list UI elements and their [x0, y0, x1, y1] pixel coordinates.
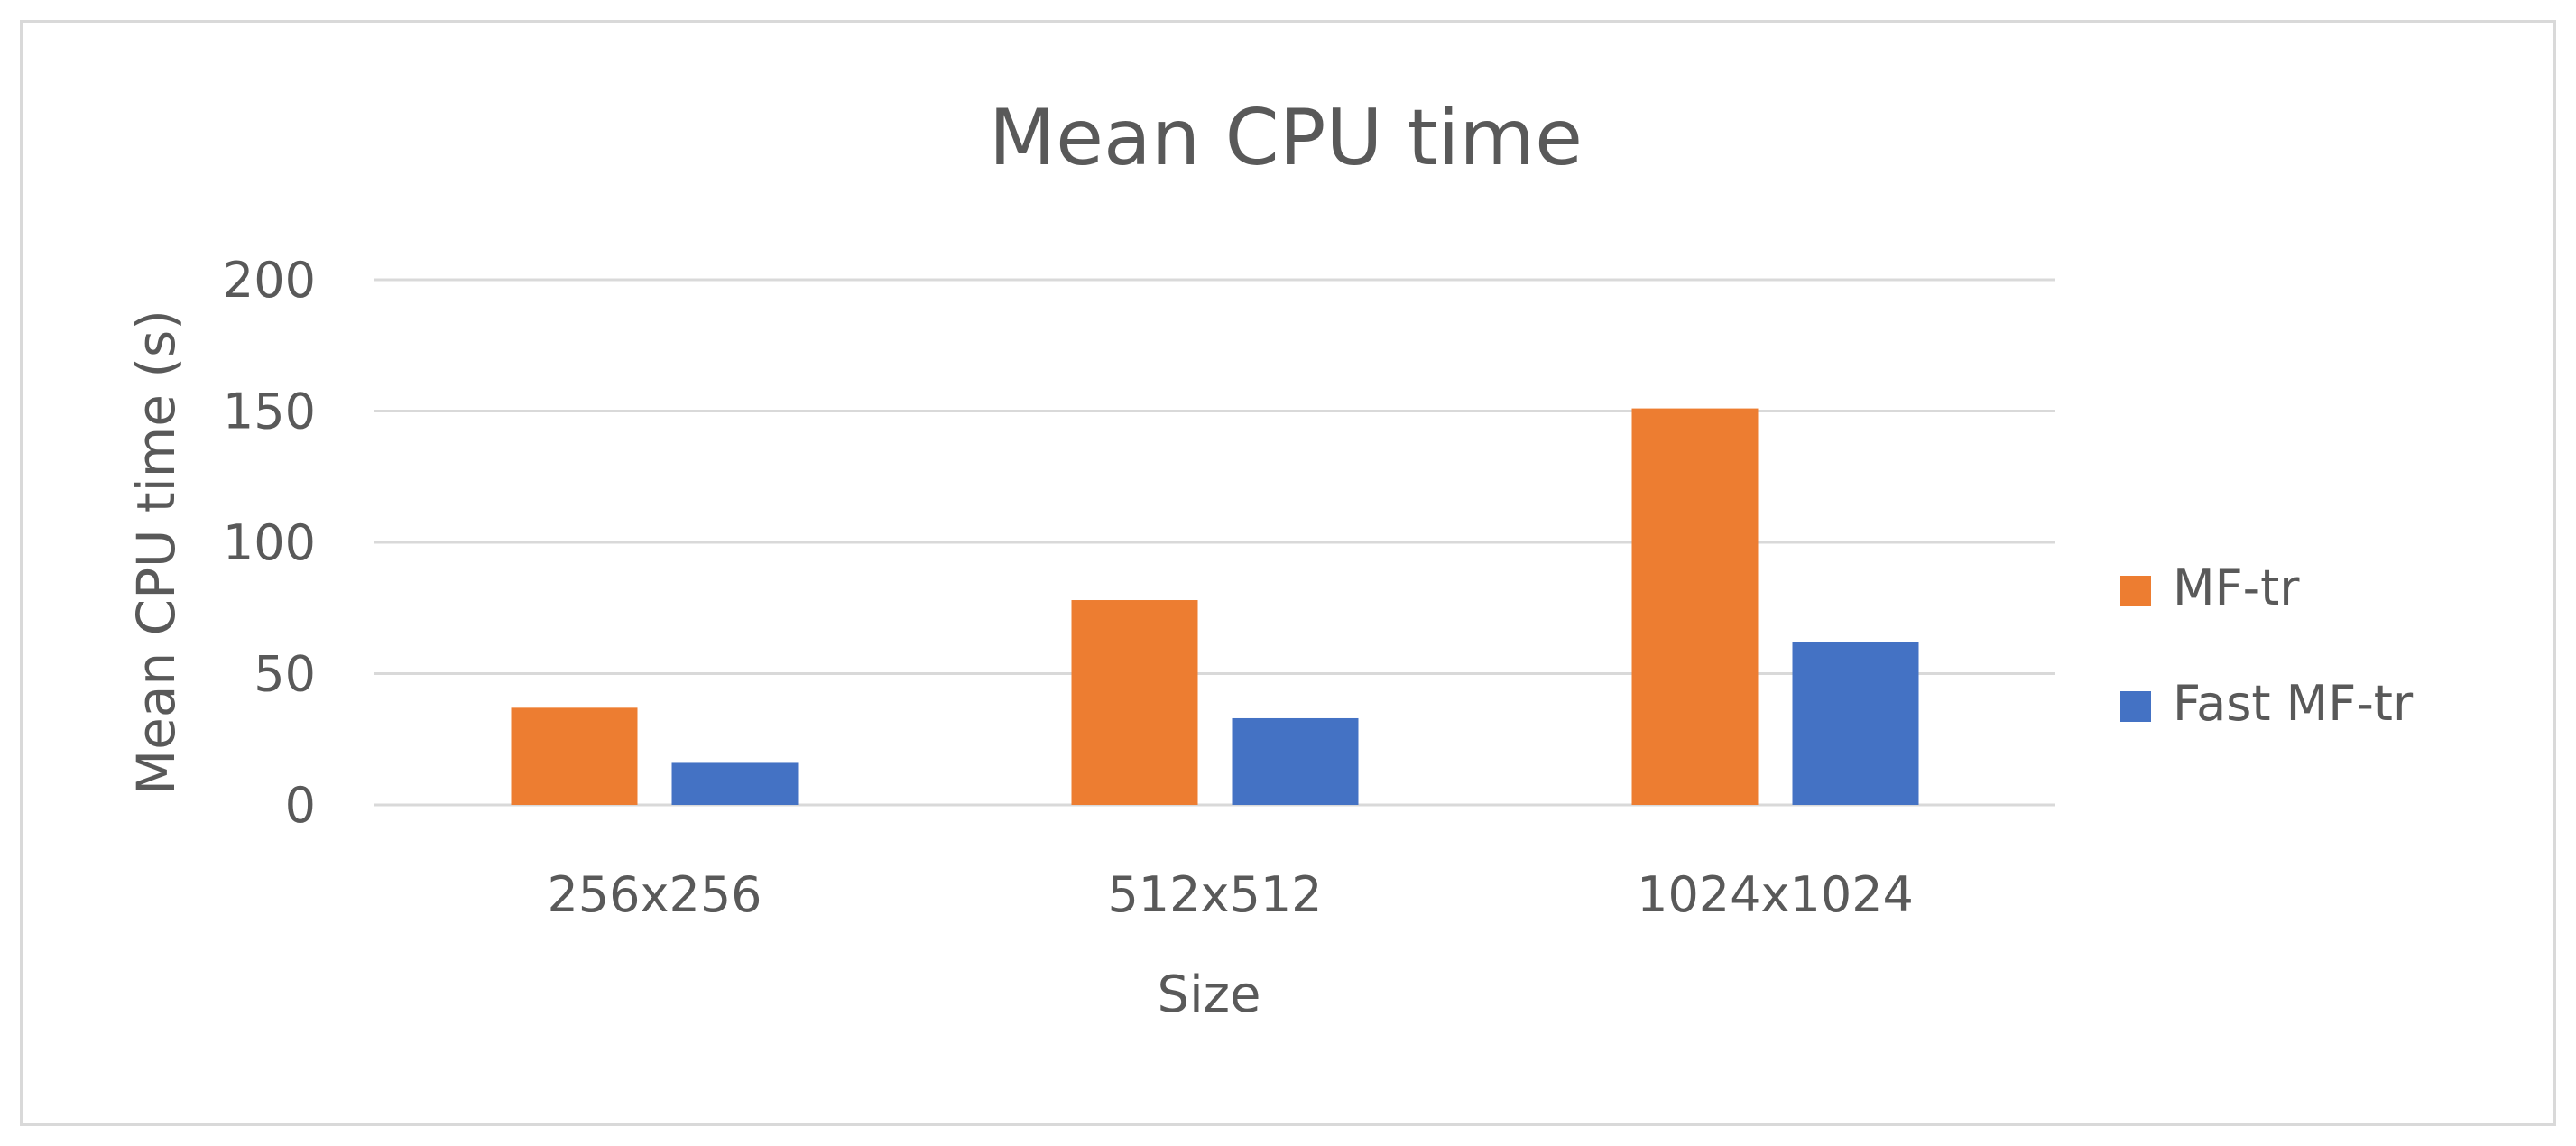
- bar-fast-mf-tr-1024x1024: [1792, 642, 1919, 805]
- bars: [511, 408, 1919, 805]
- chart-title: Mean CPU time: [989, 93, 1583, 183]
- gridlines: [374, 278, 2055, 807]
- legend-label: MF-tr: [2173, 559, 2300, 616]
- bar-mf-tr-256x256: [511, 707, 638, 805]
- x-tick-label: 512x512: [1107, 866, 1322, 923]
- bar-fast-mf-tr-512x512: [1232, 717, 1359, 805]
- y-tick-label: 150: [223, 384, 316, 440]
- x-axis-label: Size: [1158, 966, 1261, 1024]
- legend: MF-tr Fast MF-tr: [2120, 559, 2414, 732]
- chart-frame: [20, 20, 2556, 1126]
- y-tick-label: 100: [223, 514, 316, 571]
- y-axis-ticks: 0 50 100 150 200: [223, 252, 316, 834]
- legend-label: Fast MF-tr: [2173, 675, 2414, 732]
- x-tick-label: 256x256: [547, 866, 762, 923]
- y-tick-label: 0: [285, 777, 316, 834]
- x-axis-ticks: 256x256 512x512 1024x1024: [547, 866, 1913, 923]
- y-axis-label: Mean CPU time (s): [125, 310, 187, 795]
- y-tick-label: 200: [223, 252, 316, 309]
- bar-mf-tr-512x512: [1071, 600, 1198, 805]
- legend-swatch: [2120, 576, 2151, 606]
- y-tick-label: 50: [254, 646, 316, 703]
- legend-swatch: [2120, 691, 2151, 722]
- bar-mf-tr-1024x1024: [1631, 408, 1759, 805]
- x-tick-label: 1024x1024: [1637, 866, 1914, 923]
- bar-fast-mf-tr-256x256: [671, 762, 799, 805]
